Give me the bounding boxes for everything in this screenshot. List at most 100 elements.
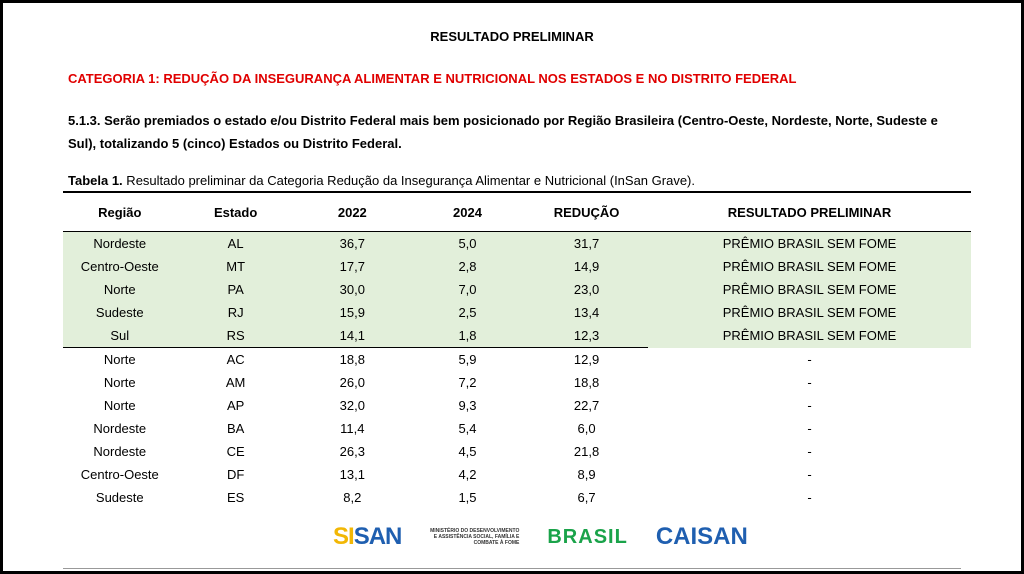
table-caption: Tabela 1. Resultado preliminar da Catego… xyxy=(68,173,695,188)
footer-logos: SISAN MINISTÉRIO DO DESENVOLVIMENTO E AS… xyxy=(333,523,748,551)
table-cell: 18,8 xyxy=(339,352,365,367)
table-cell: ES xyxy=(226,490,245,505)
table-cell: Nordeste xyxy=(93,444,147,459)
table-cell: Nordeste xyxy=(93,421,147,436)
table-cell: 23,0 xyxy=(525,278,649,301)
table-cell: RS xyxy=(176,324,295,348)
column-header: 2022 xyxy=(294,191,410,232)
column-header: Região xyxy=(63,191,177,232)
table-cell: - xyxy=(807,398,812,413)
table-cell: Norte xyxy=(103,398,136,413)
table-cell: PRÊMIO BRASIL SEM FOME xyxy=(648,301,971,324)
table-cell: PRÊMIO BRASIL SEM FOME xyxy=(648,324,971,348)
table-row: Sudeste ES 8,2 1,5 6,7 - xyxy=(63,486,971,509)
caption-text: Resultado preliminar da Categoria Reduçã… xyxy=(122,173,695,188)
table-cell: 26,0 xyxy=(339,375,365,390)
table-cell: RJ xyxy=(176,301,295,324)
table-cell: 5,0 xyxy=(409,231,526,255)
table-row: Sudeste RJ 15,9 2,5 13,4 PRÊMIO BRASIL SEM FO… xyxy=(63,301,971,324)
column-header: 2024 xyxy=(409,191,526,232)
table-cell: 12,3 xyxy=(525,324,649,348)
table-cell: 7,2 xyxy=(458,375,477,390)
table-cell: PRÊMIO BRASIL SEM FOME xyxy=(648,255,971,278)
table-cell: 2,8 xyxy=(409,255,526,278)
table-cell: 30,0 xyxy=(294,278,410,301)
table-cell: 6,7 xyxy=(577,490,596,505)
table-cell: 32,0 xyxy=(339,398,365,413)
footer-divider xyxy=(63,568,961,569)
ministry-logo: MINISTÉRIO DO DESENVOLVIMENTO E ASSISTÊN… xyxy=(430,528,520,546)
table-cell: Centro-Oeste xyxy=(80,467,159,482)
page-title: RESULTADO PRELIMINAR xyxy=(430,29,594,44)
table-cell: 1,5 xyxy=(458,490,477,505)
column-header: Estado xyxy=(176,191,295,232)
table-cell: 17,7 xyxy=(294,255,410,278)
table-cell: 11,4 xyxy=(340,421,365,436)
column-header: RESULTADO PRELIMINAR xyxy=(648,191,971,232)
table-cell: 36,7 xyxy=(294,231,410,255)
column-header: REDUÇÃO xyxy=(525,191,649,232)
table-cell: 7,0 xyxy=(409,278,526,301)
category-heading: CATEGORIA 1: REDUÇÃO DA INSEGURANÇA ALIM… xyxy=(68,71,797,86)
table-cell: 12,9 xyxy=(573,352,600,367)
table-cell: - xyxy=(807,444,812,459)
table-row: Norte AP 32,0 9,3 22,7 - xyxy=(63,394,971,417)
governo-federal-logo: BRASIL xyxy=(547,525,628,548)
table-cell: Sudeste xyxy=(63,301,177,324)
table-cell: PRÊMIO BRASIL SEM FOME xyxy=(648,278,971,301)
table-cell: 26,3 xyxy=(339,444,365,459)
table-cell: 13,1 xyxy=(339,467,365,482)
table-cell: 14,1 xyxy=(294,324,410,348)
table-cell: - xyxy=(807,467,812,482)
table-cell: 5,4 xyxy=(458,421,477,436)
table-cell: Sudeste xyxy=(95,490,144,505)
table-cell: CE xyxy=(226,444,245,459)
table-cell: 6,0 xyxy=(577,421,596,436)
table-cell: Centro-Oeste xyxy=(63,255,177,278)
table-cell: 14,9 xyxy=(525,255,649,278)
table-row: Centro-Oeste MT 17,7 2,8 14,9 PRÊMIO BRASIL S… xyxy=(63,255,971,278)
table-cell: DF xyxy=(226,467,245,482)
table-cell: 2,5 xyxy=(409,301,526,324)
table-cell: 18,8 xyxy=(573,375,600,390)
table-header-row: Região Estado 2022 2024 REDUÇÃO RESULTADO PRE… xyxy=(63,191,971,232)
rule-paragraph: 5.1.3. Serão premiados o estado e/ou Dis… xyxy=(68,113,938,151)
table-cell: 1,8 xyxy=(409,324,526,348)
table-cell: 22,7 xyxy=(573,398,600,413)
table-cell: AM xyxy=(225,375,246,390)
table-cell: - xyxy=(807,375,812,390)
table-cell: PA xyxy=(176,278,295,301)
table-cell: PRÊMIO BRASIL SEM FOME xyxy=(648,231,971,255)
table-cell: AL xyxy=(176,231,295,255)
table-cell: 15,9 xyxy=(294,301,410,324)
table-cell: Nordeste xyxy=(63,231,177,255)
table-cell: Norte xyxy=(103,352,136,367)
table-cell: 8,2 xyxy=(343,490,362,505)
sisan-logo: SISAN xyxy=(333,523,402,550)
table-cell: 8,9 xyxy=(577,467,596,482)
table-cell: Sul xyxy=(63,324,177,348)
caption-label: Tabela 1. xyxy=(68,173,123,188)
table-cell: - xyxy=(807,351,812,367)
table-cell: Norte xyxy=(103,375,136,390)
table-row: Norte PA 30,0 7,0 23,0 PRÊMIO BRASIL SEM FOME xyxy=(63,278,971,301)
table-cell: Norte xyxy=(63,278,177,301)
table-cell: 13,4 xyxy=(525,301,649,324)
table-cell: - xyxy=(807,421,812,436)
table-cell: AC xyxy=(226,352,245,367)
table-cell: 4,5 xyxy=(458,444,477,459)
table-cell: 4,2 xyxy=(458,467,477,482)
table-cell: 21,8 xyxy=(573,444,600,459)
table-row: Nordeste CE 26,3 4,5 21,8 - xyxy=(63,440,971,463)
caisan-logo: CAISAN xyxy=(655,523,748,550)
table-row: Centro-Oeste DF 13,1 4,2 8,9 - xyxy=(63,463,971,486)
table-row: Nordeste BA 11,4 5,4 6,0 - xyxy=(63,417,971,440)
table-row: Sul RS 14,1 1,8 12,3 PRÊMIO BRASIL SEM FOME xyxy=(63,324,971,348)
table-row: Norte AM 26,0 7,2 18,8 - xyxy=(63,371,971,394)
table-cell: 9,3 xyxy=(458,398,477,413)
table-row: Norte AC 18,8 5,9 12,9 - xyxy=(63,348,971,372)
table-cell: 5,9 xyxy=(458,352,477,367)
table-row: Nordeste AL 36,7 5,0 31,7 PRÊMIO BRASIL SEM F… xyxy=(63,231,971,255)
table-cell: AP xyxy=(226,398,245,413)
